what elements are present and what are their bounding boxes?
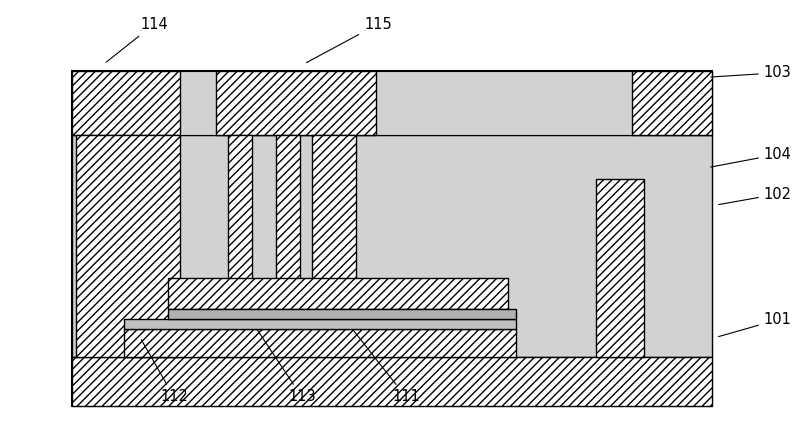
Text: 114: 114 <box>106 17 168 62</box>
Bar <box>124 329 516 357</box>
Text: 103: 103 <box>710 65 792 80</box>
Bar <box>72 357 712 406</box>
Text: 101: 101 <box>718 312 792 336</box>
Text: 113: 113 <box>254 324 315 404</box>
Bar <box>72 71 180 135</box>
Bar <box>72 71 712 406</box>
Bar <box>72 135 712 357</box>
Text: 102: 102 <box>718 187 792 205</box>
Text: 112: 112 <box>142 340 188 404</box>
Bar <box>312 135 356 309</box>
Bar <box>168 309 516 319</box>
Bar <box>216 71 376 135</box>
Text: 111: 111 <box>354 331 420 404</box>
Bar <box>632 71 712 135</box>
Bar <box>168 278 508 309</box>
Bar <box>596 179 644 357</box>
Bar <box>124 319 516 329</box>
Bar <box>228 135 252 309</box>
Bar <box>76 135 180 357</box>
Bar <box>72 71 712 135</box>
Bar <box>276 135 300 309</box>
Text: 104: 104 <box>710 147 792 167</box>
Text: 115: 115 <box>306 17 392 63</box>
